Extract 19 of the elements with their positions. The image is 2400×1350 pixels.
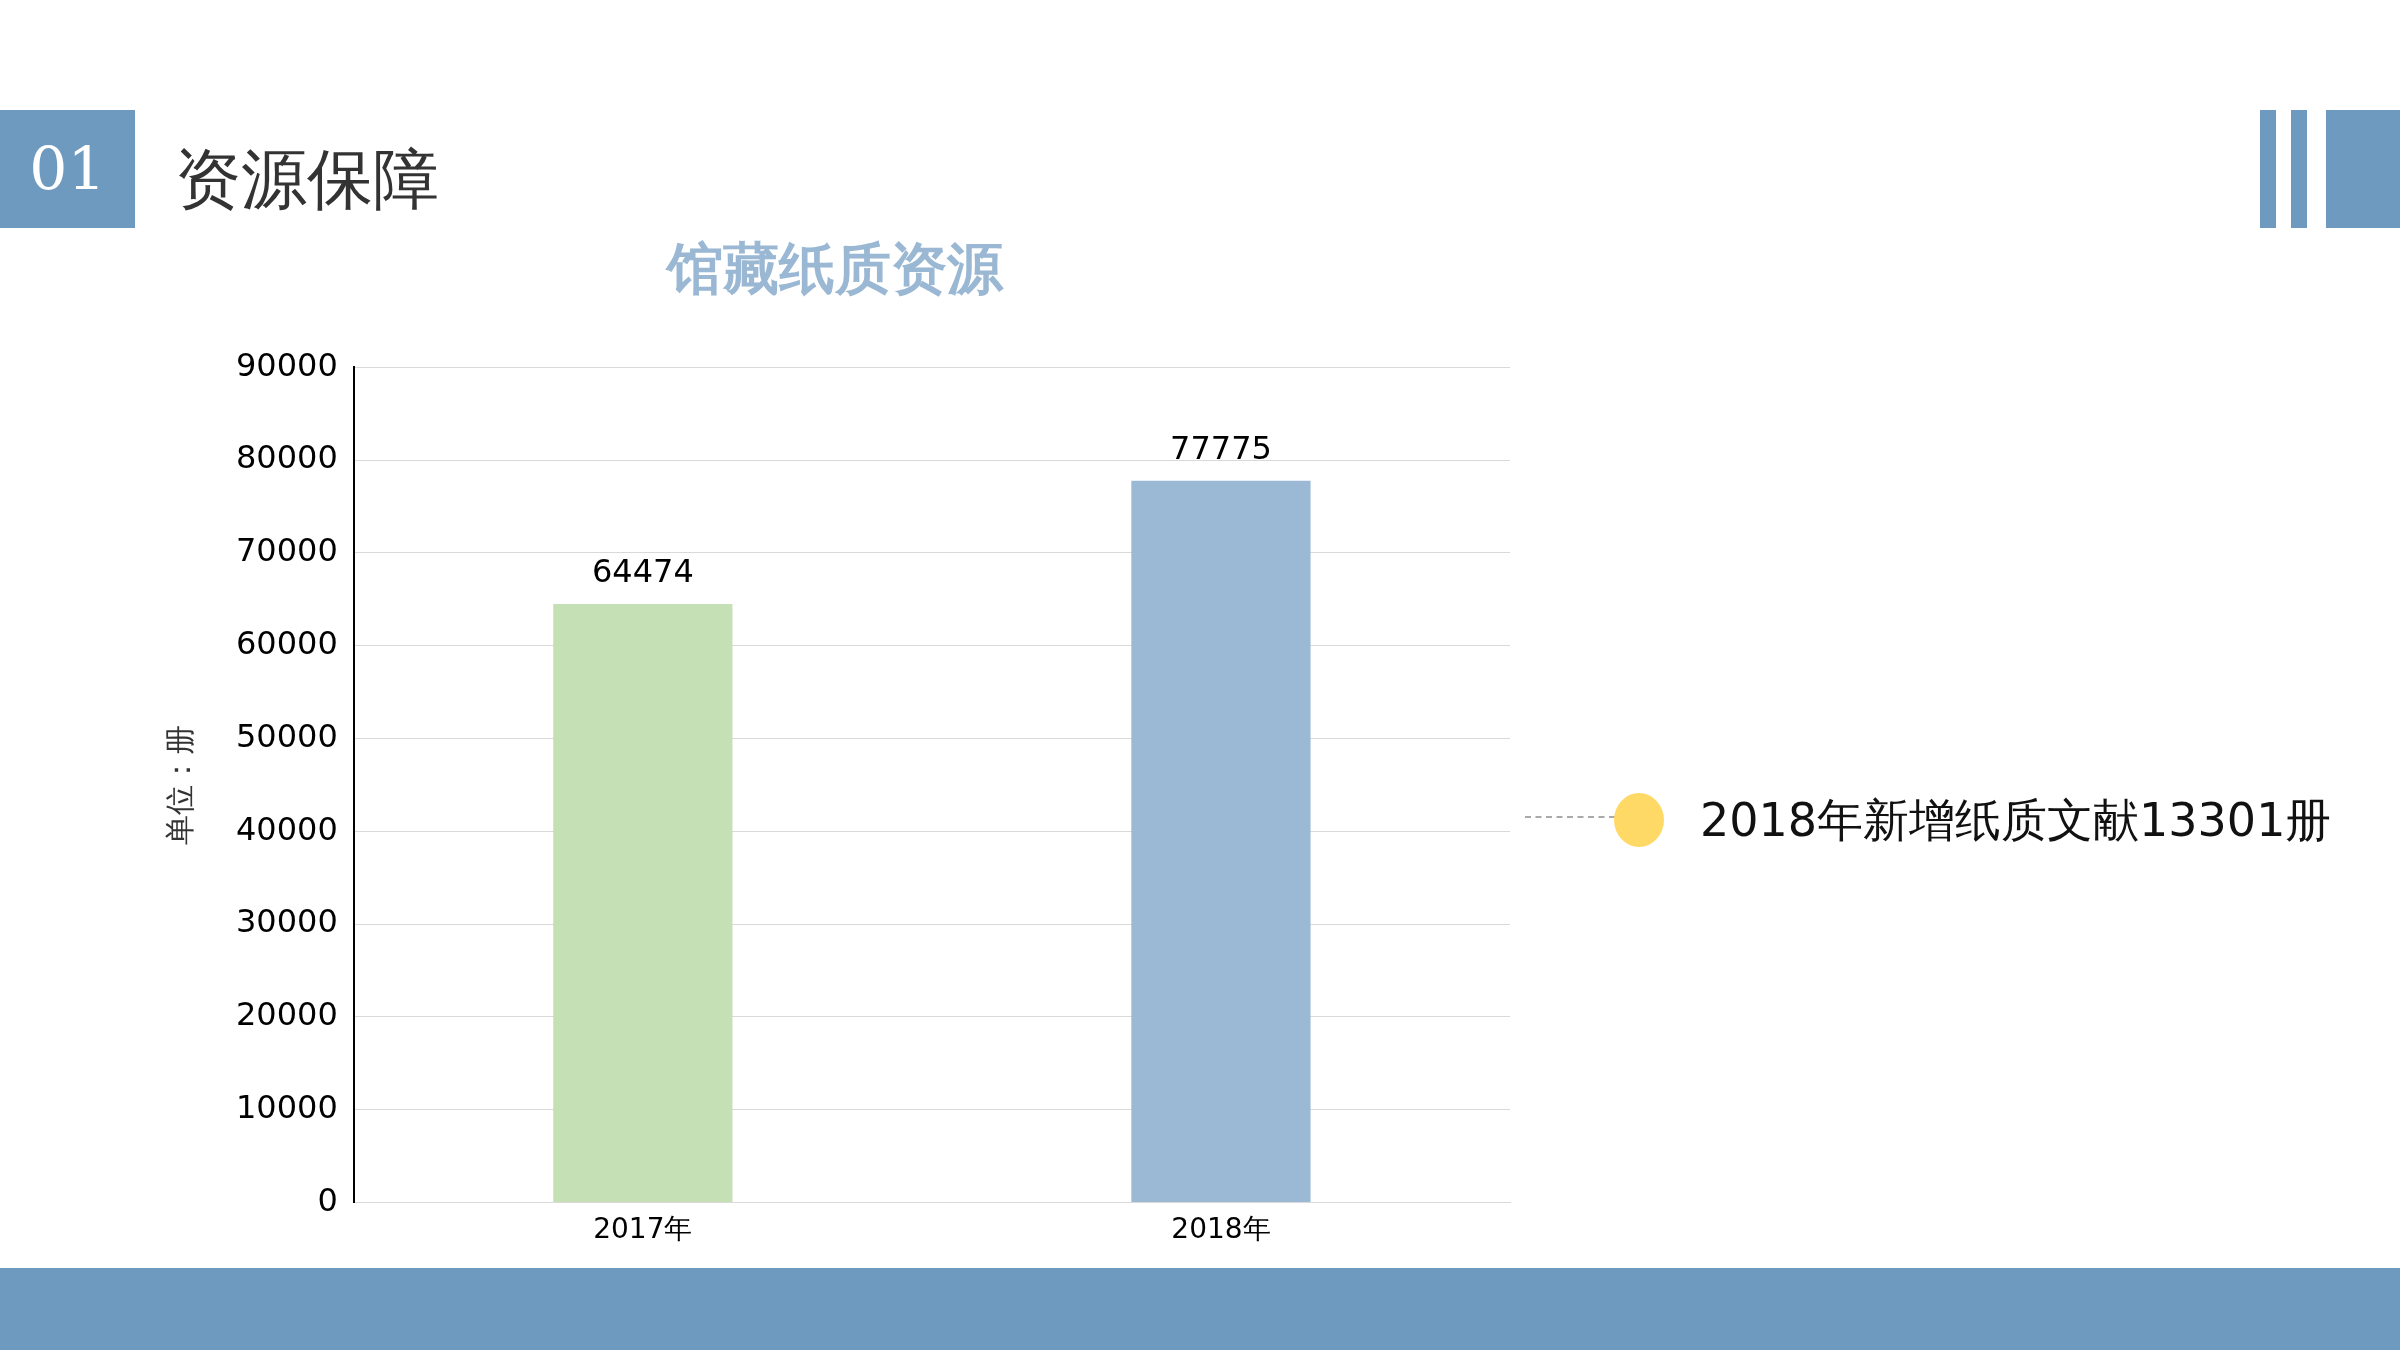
y-tick-label: 80000 (236, 438, 338, 477)
y-tick-label: 70000 (236, 531, 338, 570)
text: 01 (0, 110, 135, 228)
data-label: 77775 (1170, 428, 1272, 467)
y-tick-label: 60000 (236, 623, 338, 662)
y-tick-label: 0 (317, 1180, 338, 1219)
y-tick-label: 90000 (236, 345, 338, 384)
x-tick-label: 2018年 (1171, 1212, 1271, 1246)
y-axis-title: 单位：册 (161, 724, 197, 845)
data-label: 64474 (591, 552, 694, 591)
x-tick-label: 2017年 (593, 1212, 693, 1246)
text: 资源保障 (175, 140, 439, 220)
y-tick-label: 30000 (236, 902, 338, 941)
chart-title: 馆藏纸质资源 (665, 235, 1004, 302)
y-tick-label: 20000 (236, 995, 338, 1034)
text: 2018年新增纸质文献13301册 (1700, 792, 2332, 849)
y-tick-label: 50000 (236, 716, 338, 755)
y-tick-label: 40000 (236, 809, 338, 848)
y-tick-label: 10000 (236, 1087, 338, 1126)
